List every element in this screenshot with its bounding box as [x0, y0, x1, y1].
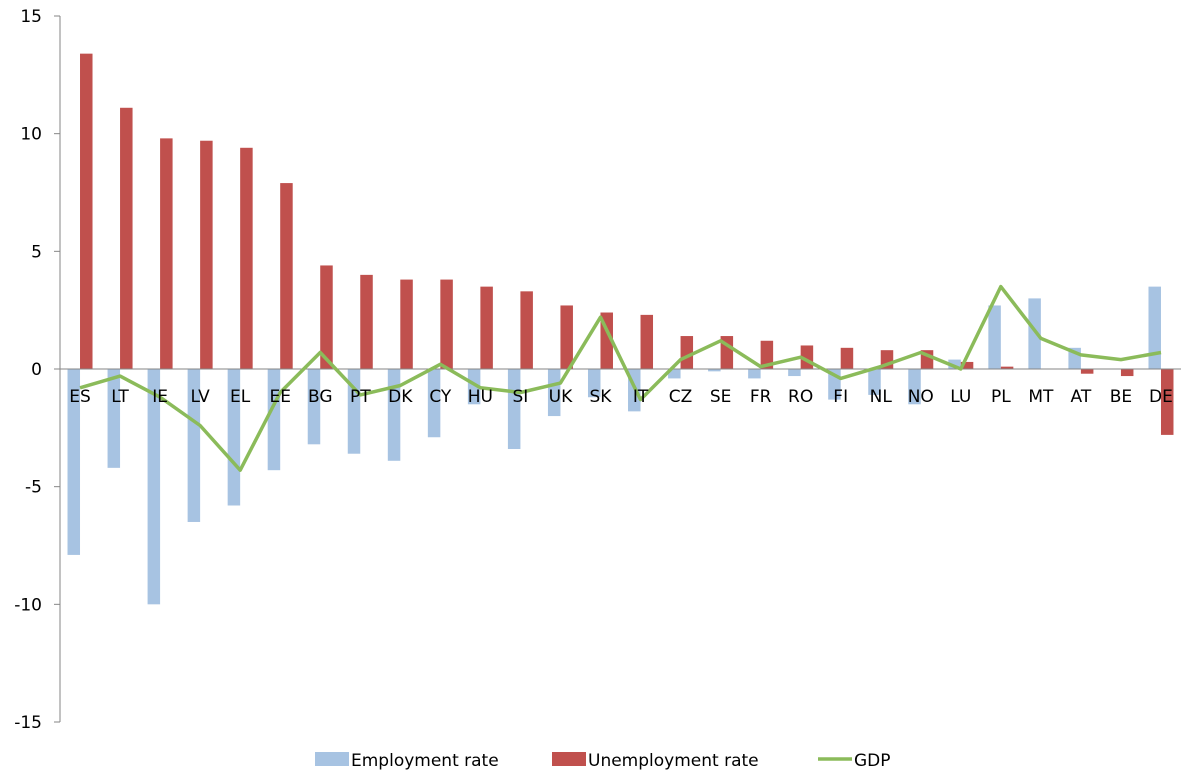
bars — [60, 53, 1181, 605]
legend-label-gdp: GDP — [854, 751, 891, 771]
x-tick-label-se: SE — [710, 387, 732, 407]
bar-employment-cy — [427, 369, 441, 438]
bar-unemployment-pt — [360, 274, 373, 369]
bar-employment-dk — [387, 369, 401, 461]
y-tick-label: -10 — [14, 595, 42, 615]
x-tick-label-fi: FI — [833, 387, 848, 407]
bar-unemployment-fi — [840, 347, 854, 369]
x-tick-label-hu: HU — [468, 387, 493, 407]
bar-unemployment-cy — [440, 279, 453, 369]
bar-unemployment-hu — [480, 286, 493, 369]
bar-unemployment-dk — [400, 279, 413, 369]
x-tick-label-si: SI — [513, 387, 529, 407]
x-tick-label-es: ES — [69, 387, 91, 407]
bar-employment-de — [1148, 286, 1161, 369]
bar-unemployment-el — [240, 147, 253, 369]
bar-unemployment-si — [520, 291, 533, 369]
bar-unemployment-ee — [280, 183, 293, 369]
legend-label-unemployment-rate: Unemployment rate — [588, 751, 759, 771]
bar-employment-hu — [467, 369, 481, 405]
x-tick-label-pt: PT — [350, 387, 371, 407]
x-tick-label-lt: LT — [111, 387, 129, 407]
x-tick-label-ie: IE — [152, 387, 168, 407]
bar-employment-nl — [868, 369, 881, 395]
legend-swatch-employment-rate — [315, 752, 349, 766]
bar-unemployment-de — [1160, 369, 1174, 435]
y-tick-label: 0 — [31, 360, 42, 380]
x-tick-label-el: EL — [230, 387, 251, 407]
bar-unemployment-ie — [160, 138, 173, 369]
bar-employment-se — [708, 369, 721, 372]
x-tick-label-dk: DK — [388, 387, 413, 407]
bar-unemployment-fr — [760, 340, 774, 369]
x-tick-label-fr: FR — [750, 387, 772, 407]
x-tick-label-bg: BG — [308, 387, 333, 407]
x-tick-label-sk: SK — [590, 387, 613, 407]
bar-employment-lt — [107, 369, 121, 468]
bar-employment-bg — [307, 369, 321, 445]
x-tick-label-at: AT — [1071, 387, 1092, 407]
x-tick-label-no: NO — [908, 387, 934, 407]
bar-employment-pl — [988, 305, 1001, 369]
bar-unemployment-lt — [120, 107, 133, 369]
legend-swatch-unemployment-rate — [552, 752, 586, 766]
gdp-line — [79, 284, 1162, 472]
bar-employment-si — [507, 369, 521, 450]
bar-employment-ee — [267, 369, 281, 471]
x-tick-label-de: DE — [1149, 387, 1173, 407]
bar-employment-lv — [187, 369, 201, 522]
bar-employment-sk — [587, 369, 601, 398]
y-axis: -15 -10 -5 0 5 10 15 — [14, 7, 61, 733]
bar-employment-no — [908, 369, 921, 405]
x-tick-label-ee: EE — [269, 387, 290, 407]
bar-employment-uk — [547, 369, 561, 417]
bar-unemployment-at — [1080, 369, 1094, 374]
x-tick-label-cy: CY — [429, 387, 452, 407]
x-tick-label-uk: UK — [549, 387, 573, 407]
legend-label-employment-rate: Employment rate — [351, 751, 499, 771]
legend: Employment rate Unemployment rate GDP — [315, 751, 891, 771]
bar-unemployment-lu — [960, 361, 974, 369]
x-axis-labels: ES LT IE LV EL EE BG PT DK CY HU SI UK SK IT CZ SE FR RO FI… — [69, 387, 1173, 407]
bar-unemployment-pl — [1000, 366, 1014, 369]
x-tick-label-cz: CZ — [669, 387, 693, 407]
x-tick-label-pl: PL — [991, 387, 1011, 407]
x-tick-label-be: BE — [1110, 387, 1132, 407]
y-tick-label: 15 — [20, 7, 42, 27]
bar-employment-lu — [948, 359, 961, 369]
bar-unemployment-uk — [560, 305, 573, 369]
bar-employment-mt — [1028, 298, 1041, 369]
bar-unemployment-be — [1120, 369, 1134, 377]
y-tick-label: -15 — [14, 713, 42, 733]
bar-unemployment-cz — [680, 336, 694, 369]
bar-employment-es — [67, 369, 81, 555]
y-tick-label: -5 — [25, 478, 42, 498]
x-tick-label-lv: LV — [191, 387, 211, 407]
bar-employment-ro — [788, 369, 801, 377]
x-tick-label-ro: RO — [788, 387, 813, 407]
x-tick-label-nl: NL — [870, 387, 893, 407]
x-tick-label-lu: LU — [950, 387, 971, 407]
bar-unemployment-lv — [200, 140, 213, 369]
bar-unemployment-es — [80, 53, 93, 370]
y-tick-label: 5 — [31, 242, 42, 262]
y-tick-label: 10 — [20, 125, 42, 145]
bar-employment-el — [227, 369, 241, 506]
bar-unemployment-bg — [320, 265, 333, 369]
gdp-line-group — [79, 284, 1162, 472]
bar-employment-ie — [147, 369, 161, 605]
x-tick-label-it: IT — [633, 387, 649, 407]
bar-employment-cz — [668, 369, 681, 379]
bar-employment-fr — [748, 369, 761, 379]
bar-unemployment-it — [640, 314, 654, 369]
x-tick-label-mt: MT — [1028, 387, 1054, 407]
